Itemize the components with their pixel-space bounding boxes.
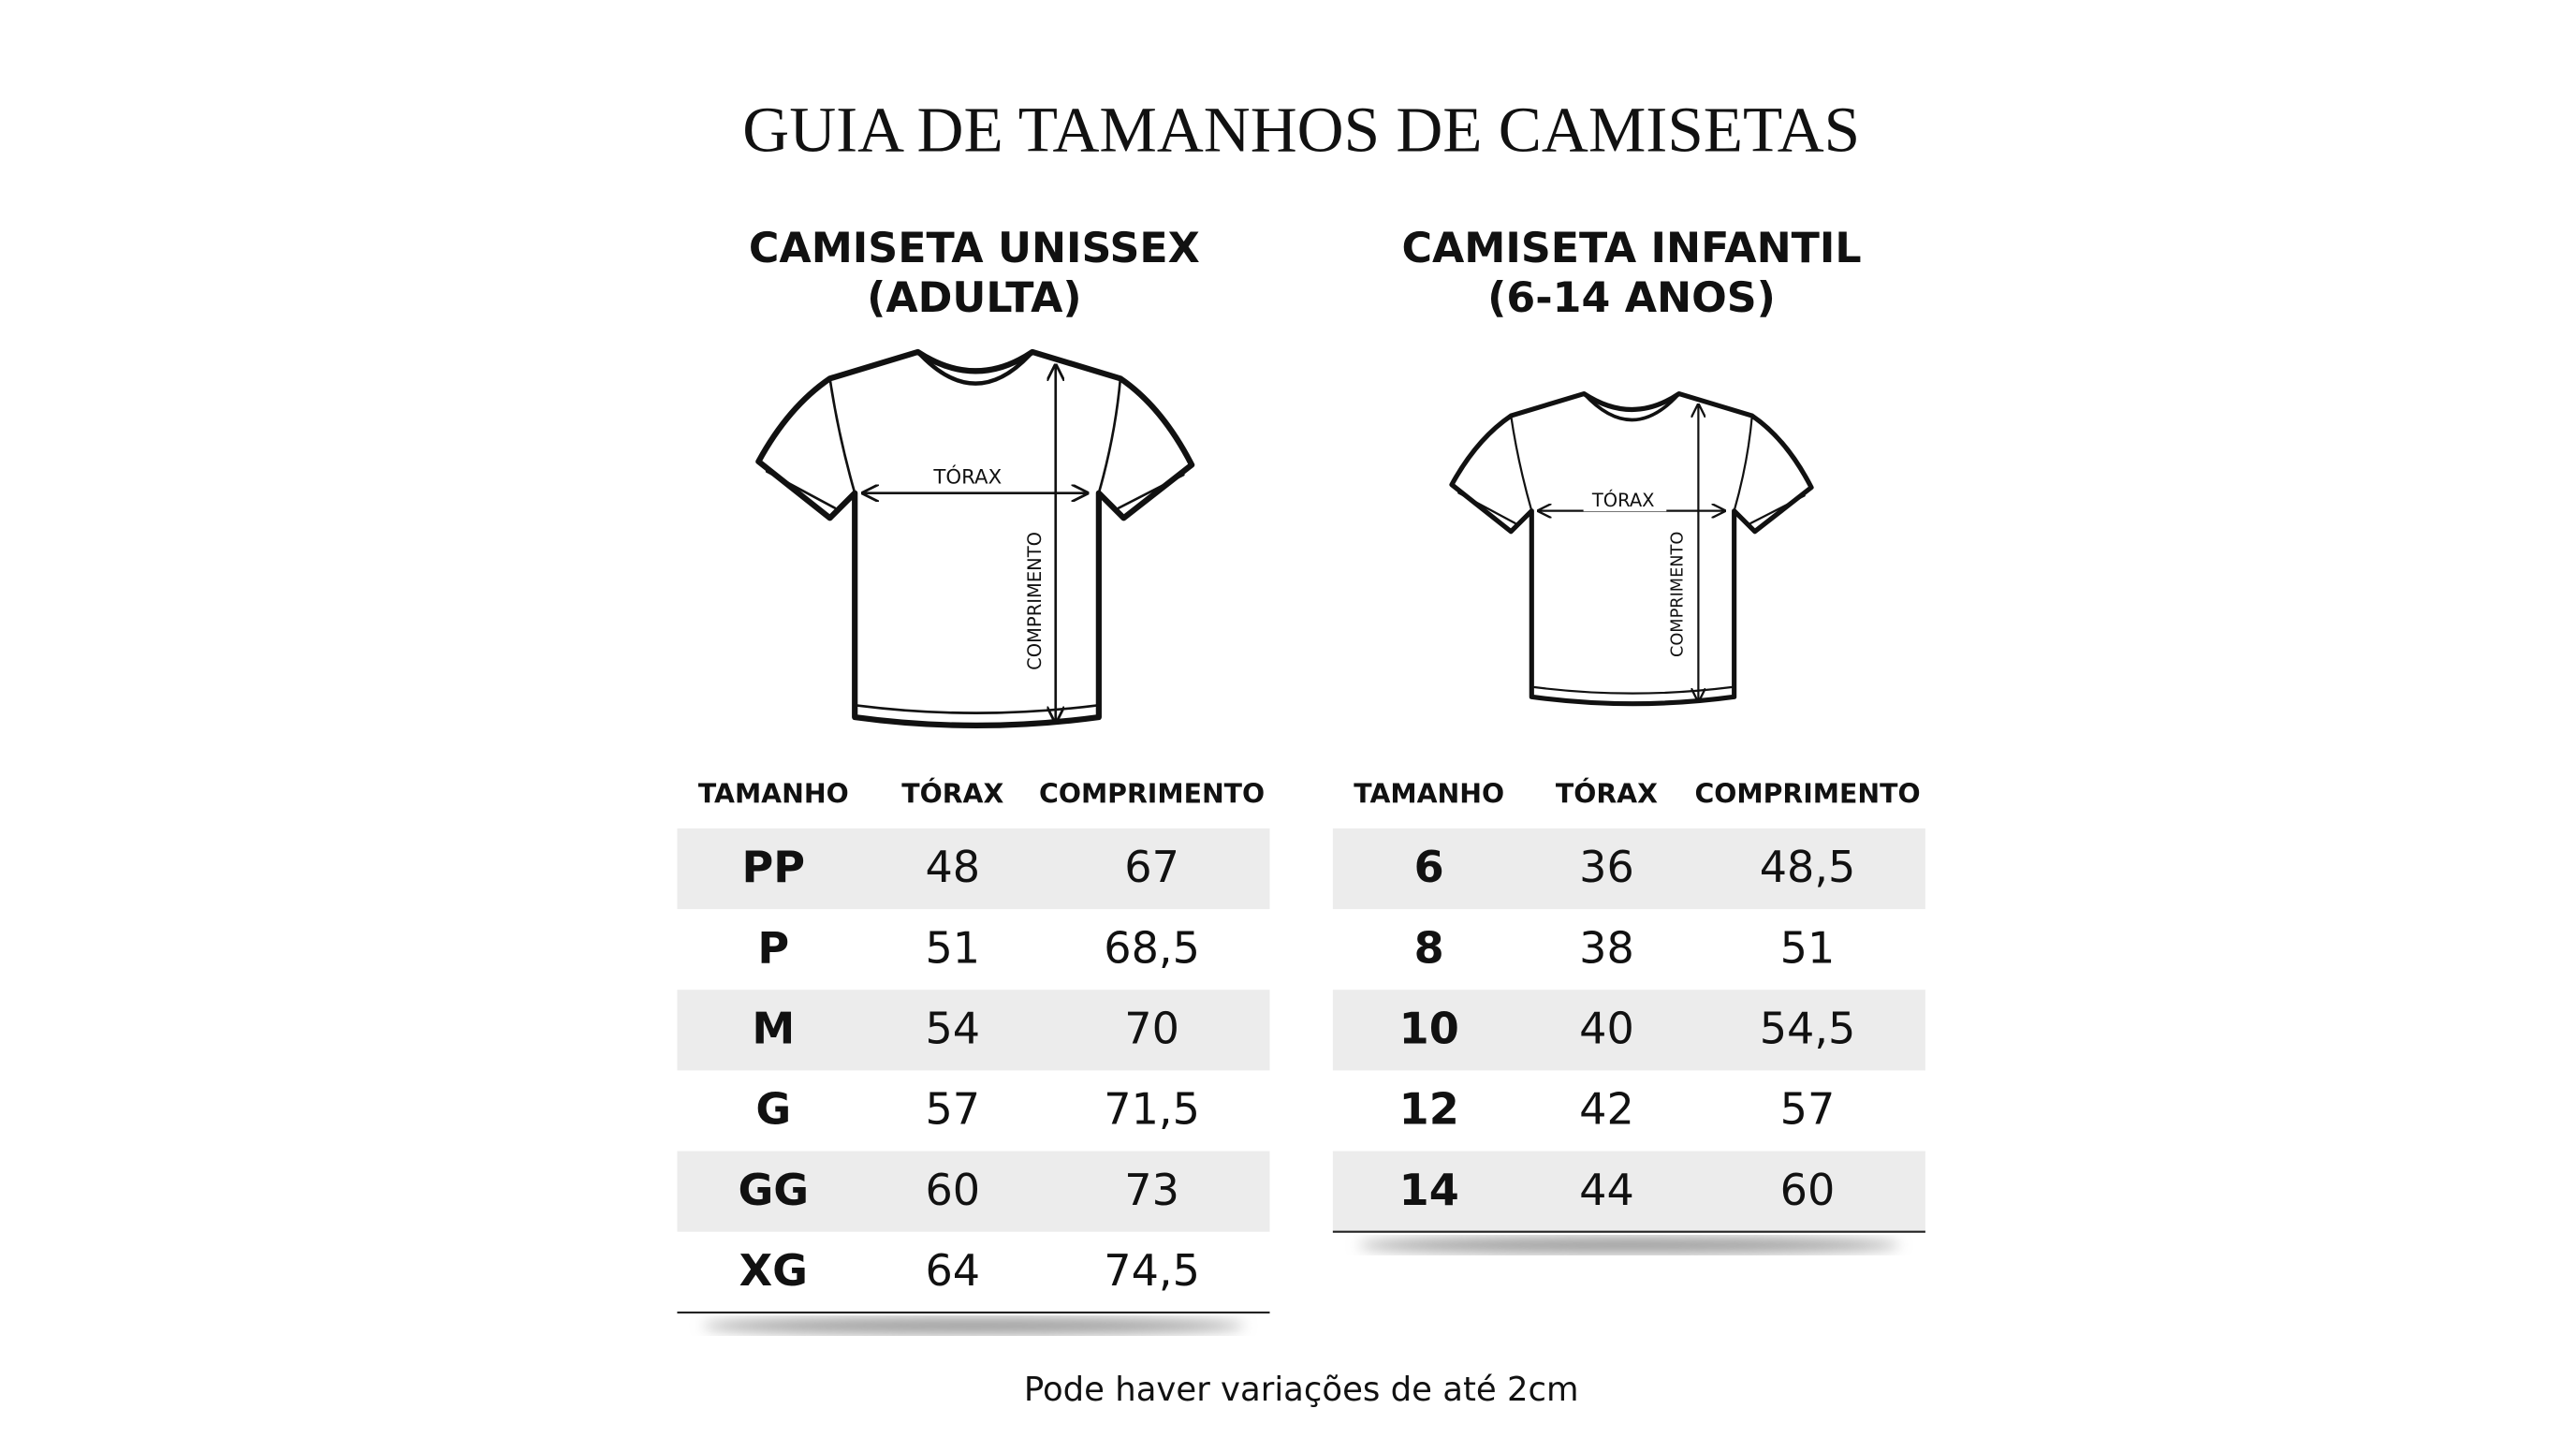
- chest-label: TÓRAX: [932, 465, 1002, 490]
- measure-cell: 40: [1579, 1004, 1634, 1054]
- size-cell: PP: [742, 842, 806, 892]
- section-title: (6-14 ANOS): [1487, 274, 1776, 322]
- measure-cell: 60: [1780, 1165, 1836, 1215]
- size-cell: 14: [1399, 1165, 1459, 1215]
- measure-cell: 44: [1579, 1165, 1634, 1215]
- measure-cell: 36: [1579, 842, 1634, 892]
- measure-cell: 48: [925, 842, 980, 892]
- size-cell: GG: [738, 1165, 809, 1215]
- measure-cell: 42: [1579, 1084, 1634, 1135]
- length-label: COMPRIMENTO: [1669, 532, 1688, 657]
- measure-cell: 74,5: [1104, 1245, 1200, 1296]
- column-header: TAMANHO: [1354, 778, 1504, 809]
- measure-cell: 57: [1780, 1084, 1836, 1135]
- table-shadow: [1357, 1237, 1901, 1254]
- measure-cell: 73: [1124, 1165, 1179, 1215]
- kid-shirt: [1452, 394, 1811, 704]
- label-bg: [1583, 488, 1667, 512]
- row-bg: [1332, 828, 1925, 910]
- adult-shirt: [758, 352, 1192, 726]
- row-bg: [677, 1151, 1270, 1232]
- measure-cell: 51: [1780, 922, 1836, 973]
- size-cell: 6: [1414, 842, 1444, 892]
- chest-label: TÓRAX: [1591, 489, 1655, 511]
- section-title: CAMISETA INFANTIL: [1401, 225, 1861, 272]
- measure-cell: 54,5: [1760, 1004, 1856, 1054]
- column-header: COMPRIMENTO: [1039, 778, 1265, 809]
- size-cell: 8: [1414, 922, 1444, 973]
- measure-cell: 67: [1124, 842, 1179, 892]
- measure-cell: 48,5: [1760, 842, 1856, 892]
- section-title: CAMISETA UNISSEX: [749, 225, 1200, 272]
- measure-cell: 71,5: [1104, 1084, 1200, 1135]
- length-label: COMPRIMENTO: [1024, 532, 1046, 670]
- size-cell: XG: [739, 1245, 808, 1296]
- measure-cell: 68,5: [1104, 922, 1200, 973]
- measure-cell: 57: [925, 1084, 980, 1135]
- row-bg: [1332, 990, 1925, 1071]
- size-cell: 12: [1399, 1084, 1459, 1135]
- column-header: TAMANHO: [698, 778, 849, 809]
- title: GUIA DE TAMANHOS DE CAMISETAS: [742, 93, 1860, 165]
- label-bg: [921, 464, 1015, 489]
- column-header: TÓRAX: [1556, 777, 1658, 809]
- measure-cell: 38: [1579, 922, 1634, 973]
- section-title: (ADULTA): [867, 274, 1082, 322]
- measure-cell: 54: [925, 1004, 980, 1054]
- measure-cell: 51: [925, 922, 980, 973]
- size-cell: 10: [1399, 1004, 1459, 1054]
- measure-cell: 64: [925, 1245, 980, 1296]
- column-header: TÓRAX: [901, 777, 1003, 809]
- footer-note: Pode haver variações de até 2cm: [1024, 1371, 1579, 1409]
- size-cell: P: [757, 922, 789, 973]
- size-cell: M: [752, 1004, 795, 1054]
- column-header: COMPRIMENTO: [1694, 778, 1920, 809]
- row-bg: [677, 828, 1270, 910]
- table-shadow: [702, 1317, 1245, 1334]
- size-cell: G: [755, 1084, 791, 1135]
- measure-cell: 60: [925, 1165, 980, 1215]
- row-bg: [677, 990, 1270, 1071]
- measure-cell: 70: [1124, 1004, 1179, 1054]
- row-bg: [1332, 1151, 1925, 1232]
